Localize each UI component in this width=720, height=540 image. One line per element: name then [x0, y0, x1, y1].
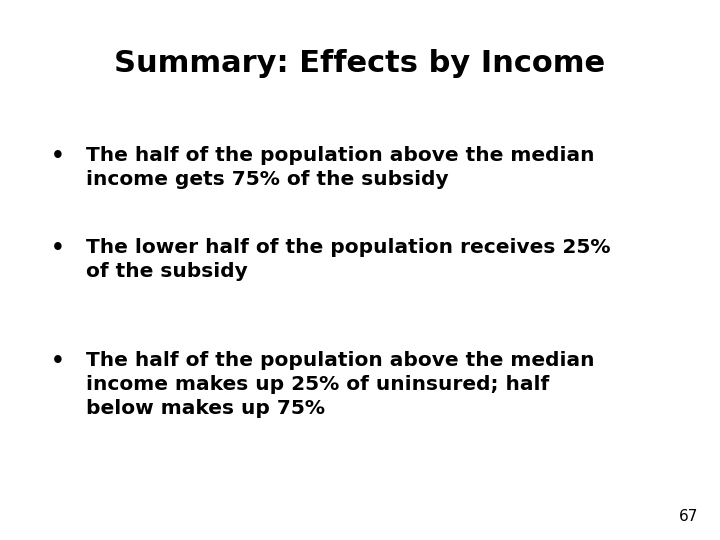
- Text: •: •: [50, 351, 64, 371]
- Text: The half of the population above the median
income makes up 25% of uninsured; ha: The half of the population above the med…: [86, 351, 595, 418]
- Text: Summary: Effects by Income: Summary: Effects by Income: [114, 49, 606, 78]
- Text: •: •: [50, 238, 64, 258]
- Text: •: •: [50, 146, 64, 166]
- Text: The lower half of the population receives 25%
of the subsidy: The lower half of the population receive…: [86, 238, 611, 281]
- Text: The half of the population above the median
income gets 75% of the subsidy: The half of the population above the med…: [86, 146, 595, 189]
- Text: 67: 67: [679, 509, 698, 524]
